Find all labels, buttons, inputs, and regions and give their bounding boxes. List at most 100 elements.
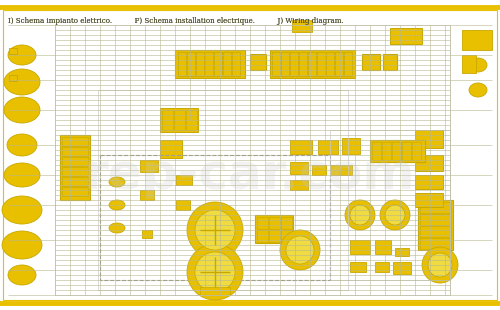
- Ellipse shape: [7, 134, 37, 156]
- Bar: [255, 215, 293, 243]
- Text: I) Schema impianto elettrico.          F) Schema installation electrique.       : I) Schema impianto elettrico. F) Schema …: [8, 17, 344, 25]
- Bar: [62, 167, 88, 176]
- Bar: [370, 140, 425, 162]
- Bar: [142, 230, 152, 238]
- Bar: [269, 230, 280, 242]
- Bar: [176, 175, 192, 185]
- Bar: [100, 155, 330, 280]
- Circle shape: [187, 244, 243, 300]
- Circle shape: [195, 252, 235, 292]
- Bar: [342, 138, 360, 154]
- Bar: [372, 142, 381, 160]
- Ellipse shape: [2, 231, 42, 259]
- Circle shape: [345, 200, 375, 230]
- Bar: [308, 52, 316, 76]
- Bar: [174, 110, 185, 130]
- Bar: [415, 193, 443, 207]
- Bar: [178, 52, 186, 76]
- Circle shape: [380, 200, 410, 230]
- Circle shape: [385, 205, 405, 225]
- Circle shape: [280, 230, 320, 270]
- Bar: [382, 142, 391, 160]
- Bar: [290, 180, 308, 190]
- Bar: [214, 52, 222, 76]
- Bar: [420, 238, 451, 249]
- Bar: [187, 52, 195, 76]
- Circle shape: [428, 253, 452, 277]
- Bar: [420, 214, 451, 225]
- Bar: [326, 52, 334, 76]
- Bar: [393, 262, 411, 274]
- Bar: [350, 240, 370, 254]
- Bar: [257, 217, 268, 229]
- Bar: [330, 130, 450, 280]
- Bar: [375, 262, 389, 272]
- Bar: [383, 54, 397, 70]
- Ellipse shape: [109, 200, 125, 210]
- Ellipse shape: [469, 58, 487, 72]
- Bar: [62, 157, 88, 166]
- Bar: [250, 54, 266, 70]
- Bar: [140, 160, 158, 172]
- Bar: [62, 137, 88, 146]
- Bar: [412, 142, 421, 160]
- Bar: [362, 54, 380, 70]
- Text: I) Schema impianto elettrico.          F) Schema installation electrique.       : I) Schema impianto elettrico. F) Schema …: [8, 17, 344, 25]
- Ellipse shape: [109, 177, 125, 187]
- Bar: [415, 130, 443, 148]
- Ellipse shape: [4, 97, 40, 123]
- Bar: [281, 217, 292, 229]
- Circle shape: [422, 247, 458, 283]
- Bar: [270, 50, 355, 78]
- Bar: [272, 52, 280, 76]
- Bar: [350, 262, 366, 272]
- Bar: [175, 50, 245, 78]
- Bar: [290, 140, 312, 154]
- Bar: [375, 240, 391, 254]
- Bar: [390, 28, 422, 44]
- Bar: [335, 52, 343, 76]
- Bar: [420, 226, 451, 237]
- Bar: [176, 200, 190, 210]
- Ellipse shape: [466, 31, 490, 49]
- Bar: [162, 110, 173, 130]
- Bar: [462, 55, 476, 73]
- Ellipse shape: [8, 265, 36, 285]
- Bar: [223, 52, 231, 76]
- Bar: [281, 230, 292, 242]
- Bar: [62, 187, 88, 196]
- Ellipse shape: [2, 196, 42, 224]
- Bar: [9, 48, 17, 54]
- Bar: [317, 52, 325, 76]
- Ellipse shape: [469, 83, 487, 97]
- Bar: [62, 147, 88, 156]
- Bar: [160, 108, 198, 132]
- Bar: [318, 140, 338, 154]
- Bar: [60, 135, 90, 200]
- Ellipse shape: [8, 45, 36, 65]
- Bar: [205, 52, 213, 76]
- Ellipse shape: [4, 69, 40, 95]
- Bar: [290, 52, 298, 76]
- Bar: [9, 75, 17, 81]
- Bar: [330, 165, 352, 175]
- Bar: [186, 110, 197, 130]
- Bar: [55, 25, 450, 295]
- Bar: [140, 190, 154, 200]
- Bar: [299, 52, 307, 76]
- Bar: [98, 90, 348, 290]
- Bar: [292, 20, 312, 32]
- Bar: [269, 217, 280, 229]
- Bar: [418, 200, 453, 250]
- Bar: [232, 52, 240, 76]
- Ellipse shape: [4, 163, 40, 187]
- Bar: [200, 287, 230, 295]
- Bar: [160, 140, 182, 158]
- Bar: [257, 230, 268, 242]
- Bar: [395, 248, 409, 256]
- Circle shape: [350, 205, 370, 225]
- Bar: [462, 30, 492, 50]
- Circle shape: [187, 202, 243, 258]
- Bar: [281, 52, 289, 76]
- Bar: [196, 52, 204, 76]
